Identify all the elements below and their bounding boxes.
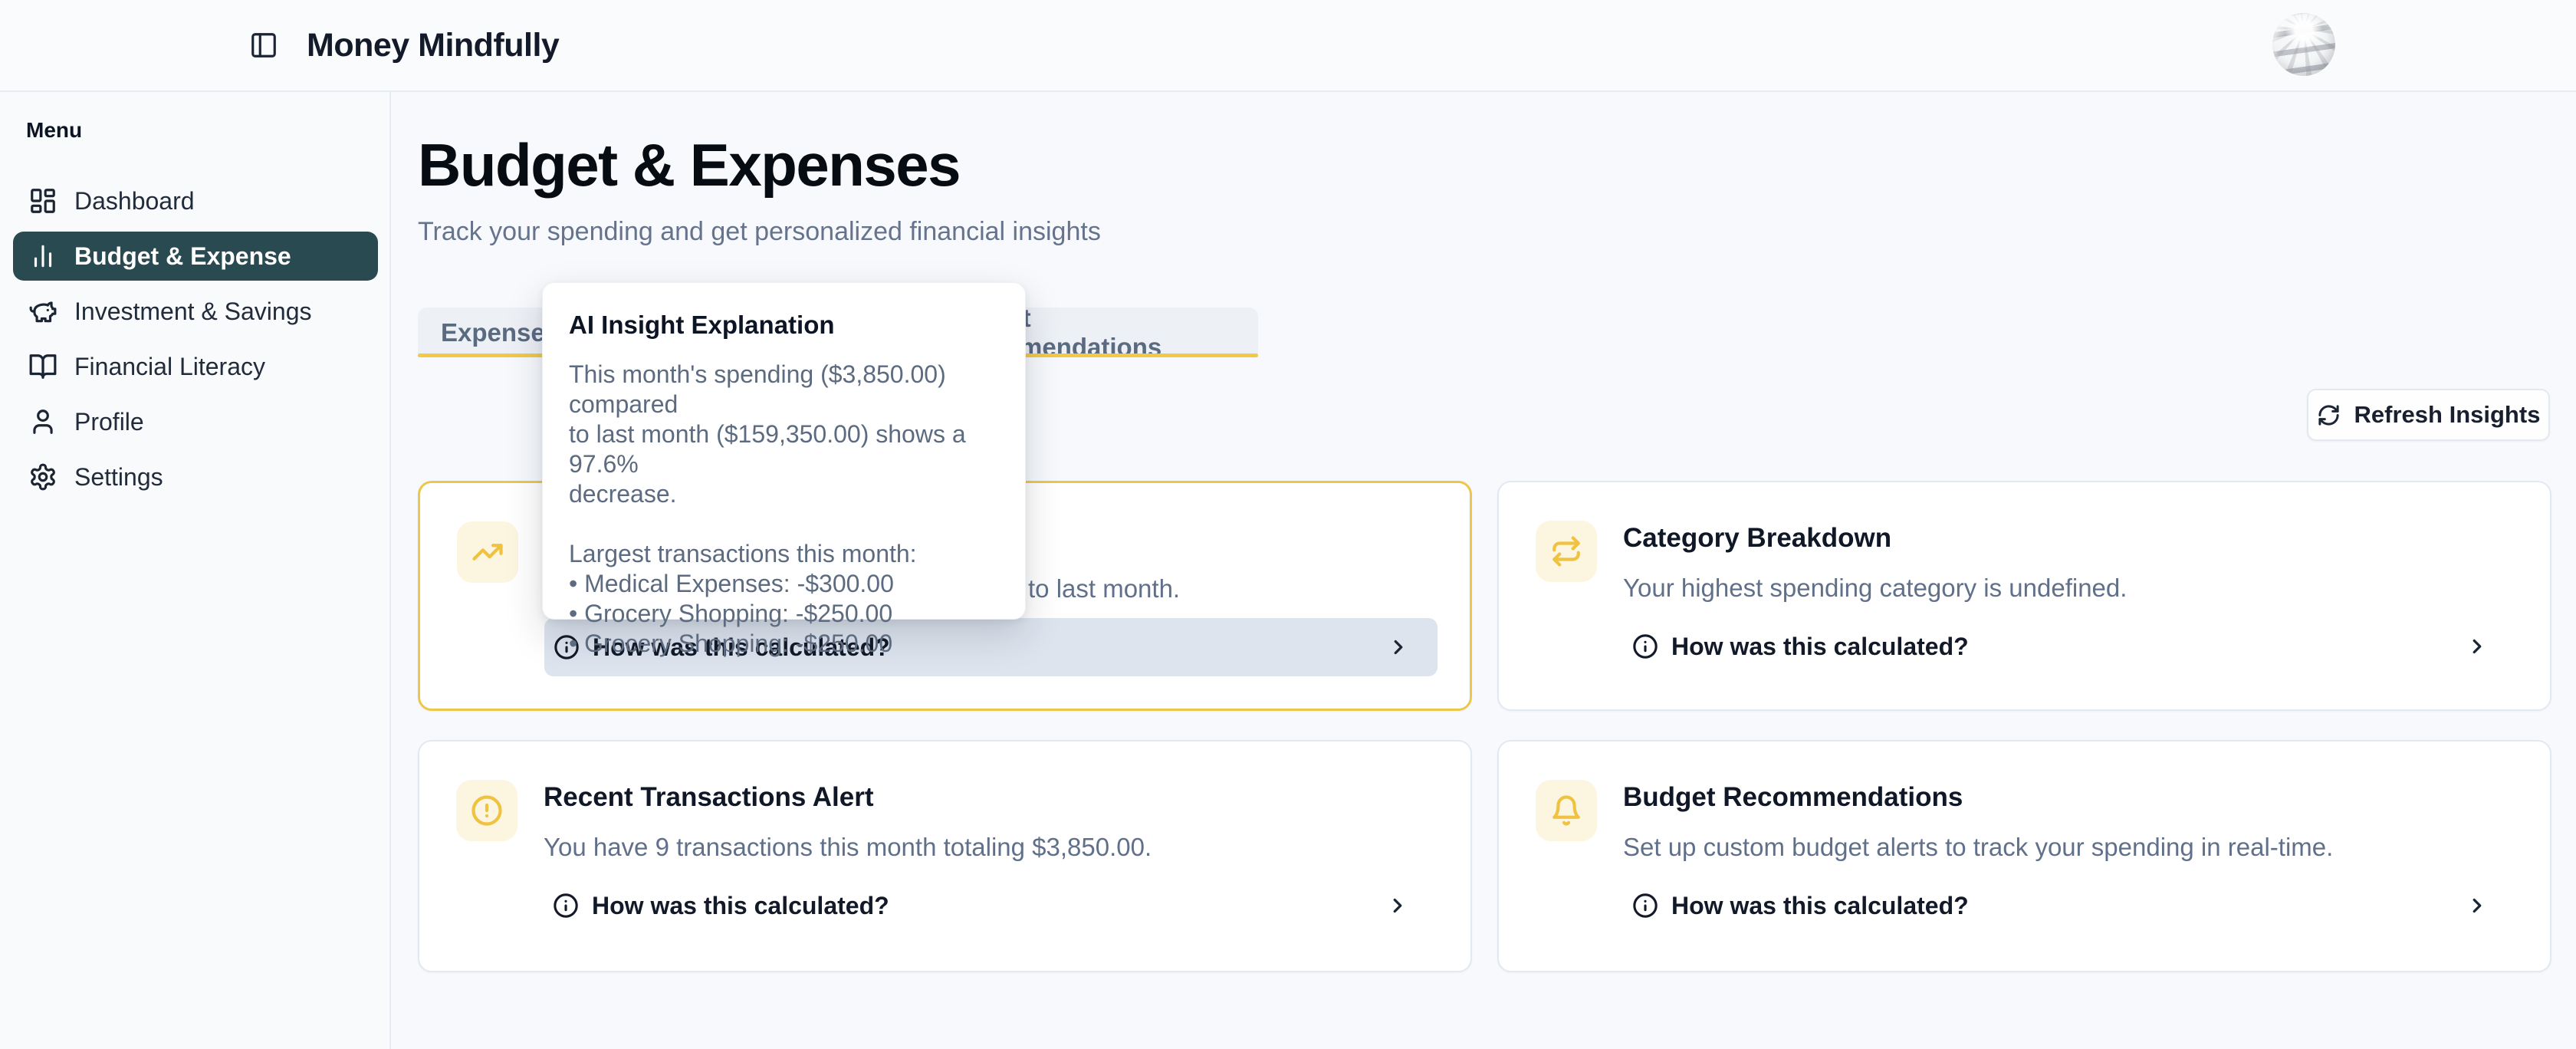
sidebar: Menu Dashboard Budget & Expense Investme… (0, 92, 391, 1049)
icon-box (457, 521, 518, 583)
chevron-right-icon (1386, 894, 1409, 917)
sidebar-item-label: Profile (74, 407, 144, 436)
app-title: Money Mindfully (307, 26, 560, 64)
how-was-this-calculated-button[interactable]: How was this calculated? (1623, 617, 2516, 676)
main-content: Budget & Expenses Track your spending an… (391, 92, 2576, 1049)
card-title: Recent Transactions Alert (544, 782, 874, 812)
icon-box (1536, 521, 1597, 582)
sidebar-item-label: Investment & Savings (74, 297, 312, 325)
refresh-insights-button[interactable]: Refresh Insights (2307, 389, 2550, 441)
card-description: to last month. (1028, 574, 1181, 603)
info-icon (554, 634, 580, 660)
tooltip-title: AI Insight Explanation (569, 311, 835, 339)
how-was-this-calculated-label: How was this calculated? (1671, 632, 1969, 660)
info-icon (553, 893, 579, 919)
sidebar-item-label: Settings (74, 462, 163, 491)
sidebar-item-budget-expense[interactable]: Budget & Expense (13, 232, 378, 281)
sidebar-item-dashboard[interactable]: Dashboard (13, 176, 378, 225)
sidebar-item-profile[interactable]: Profile (13, 397, 378, 446)
refresh-icon (2317, 403, 2341, 427)
how-was-this-calculated-label: How was this calculated? (1671, 891, 1969, 919)
chevron-right-icon (2466, 894, 2489, 917)
layout-dashboard-icon (28, 186, 58, 215)
book-open-icon (28, 352, 58, 381)
ai-insight-tooltip: AI Insight Explanation This month's spen… (542, 282, 1026, 657)
sidebar-toggle-button[interactable] (247, 28, 281, 62)
card-description: Set up custom budget alerts to track you… (1623, 833, 2334, 861)
refresh-insights-label: Refresh Insights (2354, 401, 2541, 428)
trending-up-icon (472, 536, 504, 568)
info-icon (1632, 893, 1658, 919)
sidebar-item-label: Financial Literacy (74, 352, 265, 380)
how-was-this-calculated-button[interactable]: How was this calculated? (544, 876, 1437, 935)
sidebar-item-settings[interactable]: Settings (13, 452, 378, 501)
gear-icon (28, 462, 58, 492)
card-description: Your highest spending category is undefi… (1623, 574, 2128, 602)
chevron-right-icon (2466, 635, 2489, 658)
info-icon (1632, 633, 1658, 659)
top-header: Money Mindfully (0, 0, 2576, 92)
bell-icon (1550, 794, 1582, 827)
insight-card-budget-recommendations: Budget Recommendations Set up custom bud… (1497, 740, 2551, 972)
panel-left-icon (249, 31, 278, 60)
avatar[interactable] (2272, 13, 2335, 76)
how-was-this-calculated-label: How was this calculated? (592, 891, 889, 919)
card-title: Category Breakdown (1623, 523, 1892, 553)
repeat-icon (1550, 535, 1582, 567)
sidebar-item-investment-savings[interactable]: Investment & Savings (13, 287, 378, 336)
sidebar-nav: Dashboard Budget & Expense Investment & … (0, 176, 389, 501)
sidebar-section-label: Menu (26, 118, 83, 142)
chevron-right-icon (1387, 636, 1410, 659)
piggy-bank-icon (28, 297, 58, 326)
insight-card-recent-transactions: Recent Transactions Alert You have 9 tra… (418, 740, 1472, 972)
alert-circle-icon (471, 794, 503, 827)
sidebar-item-label: Dashboard (74, 186, 195, 215)
sidebar-item-label: Budget & Expense (74, 242, 291, 270)
tooltip-body: This month's spending ($3,850.00) compar… (569, 360, 966, 657)
how-was-this-calculated-button[interactable]: How was this calculated? (544, 618, 1438, 676)
page-title: Budget & Expenses (418, 131, 961, 199)
icon-box (456, 780, 518, 841)
sidebar-item-financial-literacy[interactable]: Financial Literacy (13, 342, 378, 391)
card-title: Budget Recommendations (1623, 782, 1963, 812)
icon-box (1536, 780, 1597, 841)
bar-chart-icon (28, 242, 58, 271)
card-description: You have 9 transactions this month total… (544, 833, 1152, 861)
how-was-this-calculated-label: How was this calculated? (593, 633, 890, 661)
user-icon (28, 407, 58, 436)
how-was-this-calculated-button[interactable]: How was this calculated? (1623, 876, 2516, 935)
insight-card-category-breakdown: Category Breakdown Your highest spending… (1497, 481, 2551, 711)
page-subtitle: Track your spending and get personalized… (418, 217, 1101, 246)
